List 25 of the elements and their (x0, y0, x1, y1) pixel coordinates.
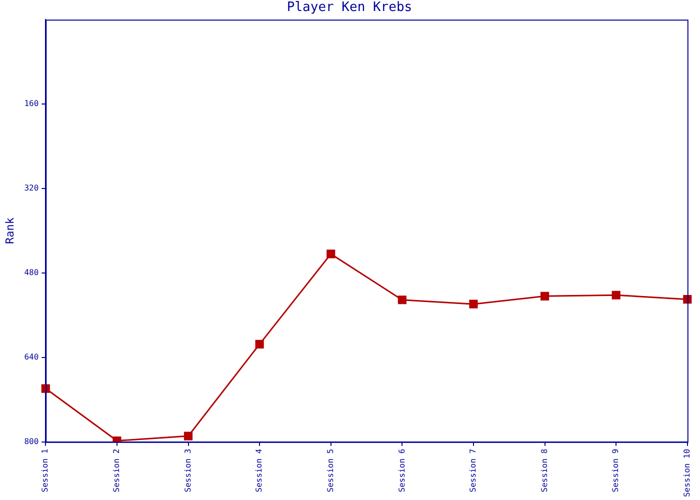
x-tick-label: Session 6 (397, 448, 406, 492)
x-tick-label: Session 10 (682, 448, 692, 498)
point (184, 432, 193, 440)
point (398, 296, 406, 304)
y-tick-label: 320 (24, 184, 39, 193)
x-tick-label: Session 1 (40, 448, 50, 492)
y-tick-label: 800 (24, 436, 39, 446)
x-tick-label: Session 3 (183, 448, 192, 492)
point (469, 300, 478, 308)
y-axis-title: Rank (3, 217, 16, 244)
x-tick-label: Session 7 (468, 448, 478, 492)
x-tick-label: Session 9 (611, 448, 620, 492)
x-tick-label: Session 2 (112, 448, 122, 492)
point (41, 384, 50, 393)
x-tick-label: Session 4 (254, 448, 264, 492)
point (326, 250, 336, 258)
x-tick-label: Session 8 (540, 448, 549, 492)
y-tick-label: 640 (24, 352, 39, 362)
chart-title: Player Ken Krebs (286, 0, 412, 16)
x-tick-label: Session 5 (326, 448, 335, 492)
point (255, 340, 264, 348)
point (540, 292, 550, 300)
point (612, 290, 620, 300)
y-tick-label: 160 (24, 99, 39, 108)
y-tick-label: 480 (24, 268, 39, 278)
